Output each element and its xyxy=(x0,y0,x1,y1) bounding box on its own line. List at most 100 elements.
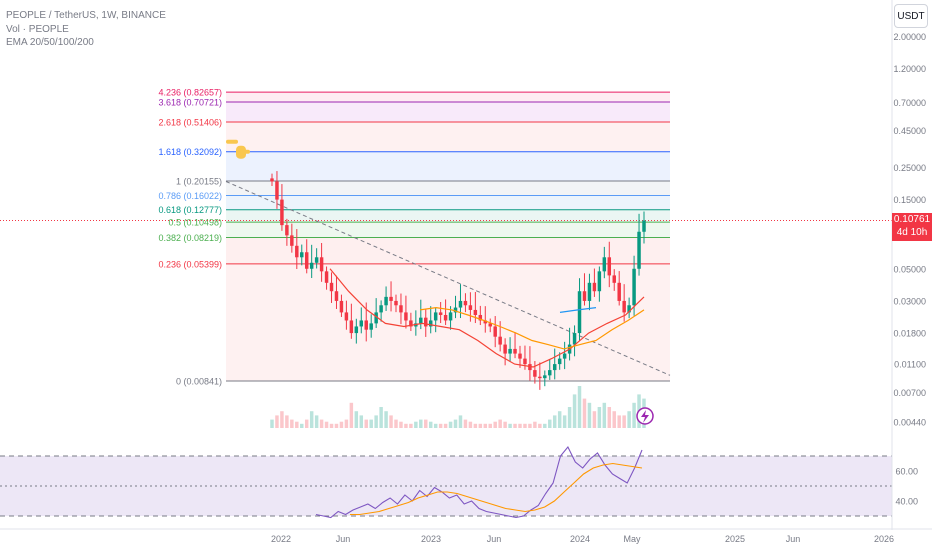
fib-level-label: 0.236 (0.05399) xyxy=(158,259,222,269)
price-tick-label: 1.20000 xyxy=(893,64,926,74)
price-tick-label: 2.00000 xyxy=(893,32,926,42)
volume-bar xyxy=(438,423,443,428)
volume-bar xyxy=(463,419,468,428)
volume-bar xyxy=(344,419,349,428)
candle-body xyxy=(339,300,344,313)
candle-body xyxy=(552,364,557,371)
candle-body xyxy=(300,252,304,258)
volume-bar xyxy=(503,421,507,428)
candle-body xyxy=(513,348,517,354)
candle-body xyxy=(359,320,364,327)
candle-body xyxy=(319,257,324,272)
volume-bar xyxy=(513,423,517,428)
volume-bar xyxy=(448,421,453,428)
volume-bar xyxy=(602,402,607,428)
volume-bar xyxy=(354,411,359,428)
volume-bar xyxy=(424,419,428,428)
volume-bar xyxy=(290,419,294,428)
rsi-line xyxy=(315,445,643,519)
candle-body xyxy=(627,305,631,313)
volume-bar xyxy=(414,421,418,428)
candle-body xyxy=(275,181,279,200)
candle-body xyxy=(364,320,368,330)
candle-body xyxy=(424,317,428,327)
pointing-hand-icon xyxy=(226,139,250,159)
rsi-tick-label: 60.00 xyxy=(895,467,918,477)
candle-body xyxy=(533,370,537,377)
rsi-tick-label: 40.00 xyxy=(895,497,918,507)
candle-body xyxy=(270,178,274,182)
volume-bar xyxy=(364,419,368,428)
volume-bar xyxy=(577,386,582,428)
volume-bar xyxy=(617,415,621,428)
candle-body xyxy=(448,312,453,321)
volume-bar xyxy=(607,407,612,428)
volume-bar xyxy=(508,423,512,428)
volume-bar xyxy=(518,423,522,428)
candle-body xyxy=(349,320,354,334)
price-tick-label: 0.00440 xyxy=(893,417,926,427)
fib-zone xyxy=(226,181,670,196)
candle-body xyxy=(280,199,284,226)
ema-line xyxy=(329,268,645,368)
price-tick-label: 0.01100 xyxy=(894,360,926,370)
fib-zone xyxy=(226,209,670,223)
fib-level-label: 0.382 (0.08219) xyxy=(158,233,222,243)
candle-body xyxy=(518,353,522,359)
candle-body xyxy=(295,245,299,258)
volume-bar xyxy=(627,411,631,428)
volume-bar xyxy=(543,423,547,428)
fib-level-label: 3.618 (0.70721) xyxy=(158,97,222,107)
candle-body xyxy=(587,282,592,301)
volume-bar xyxy=(304,419,309,428)
fib-zone xyxy=(226,101,670,123)
volume-bar xyxy=(592,411,597,428)
volume-bar xyxy=(329,423,334,428)
price-tick-label: 0.05000 xyxy=(893,264,926,274)
volume-bar xyxy=(285,415,289,428)
lightning-icon xyxy=(636,407,654,425)
fib-zone xyxy=(226,263,670,381)
candle-body xyxy=(309,262,314,269)
volume-bar xyxy=(478,423,483,428)
candle-body xyxy=(503,344,507,354)
time-tick-label: May xyxy=(623,534,641,544)
volume-bar xyxy=(359,415,364,428)
candle-body xyxy=(622,300,626,313)
price-tick-label: 0.01800 xyxy=(893,329,926,339)
candle-body xyxy=(577,291,582,334)
volume-bar xyxy=(548,419,552,428)
volume-bar xyxy=(309,411,314,428)
volume-bar xyxy=(622,415,626,428)
trendline[interactable] xyxy=(225,181,671,376)
candle-body xyxy=(612,275,616,283)
price-tick-label: 0.03000 xyxy=(893,296,926,306)
volume-bar xyxy=(379,407,383,428)
candle-body xyxy=(394,300,398,306)
volume-bar xyxy=(314,415,319,428)
volume-bar xyxy=(488,423,492,428)
candle-body xyxy=(523,358,527,365)
fib-zone xyxy=(226,151,670,181)
last-price-value: 0.10761 xyxy=(893,214,931,225)
candle-body xyxy=(498,336,502,345)
volume-bar xyxy=(275,415,279,428)
candle-body xyxy=(607,257,612,276)
volume-bar xyxy=(433,423,438,428)
candle-body xyxy=(379,305,383,313)
candle-body xyxy=(548,370,552,376)
candle-body xyxy=(389,296,393,301)
volume-bar xyxy=(552,415,557,428)
fib-level-label: 0 (0.00841) xyxy=(176,377,222,387)
volume-bar xyxy=(280,411,284,428)
candle-body xyxy=(409,320,413,327)
candle-body xyxy=(419,317,423,324)
candle-body xyxy=(433,312,438,321)
rsi-line xyxy=(350,462,643,516)
fib-level-label: 1.618 (0.32092) xyxy=(158,147,222,157)
time-tick-label: Jun xyxy=(786,534,801,544)
descending-trendline xyxy=(225,181,671,376)
currency-button[interactable]: USDT xyxy=(894,4,928,28)
candle-body xyxy=(543,375,547,379)
candle-body xyxy=(617,282,621,301)
